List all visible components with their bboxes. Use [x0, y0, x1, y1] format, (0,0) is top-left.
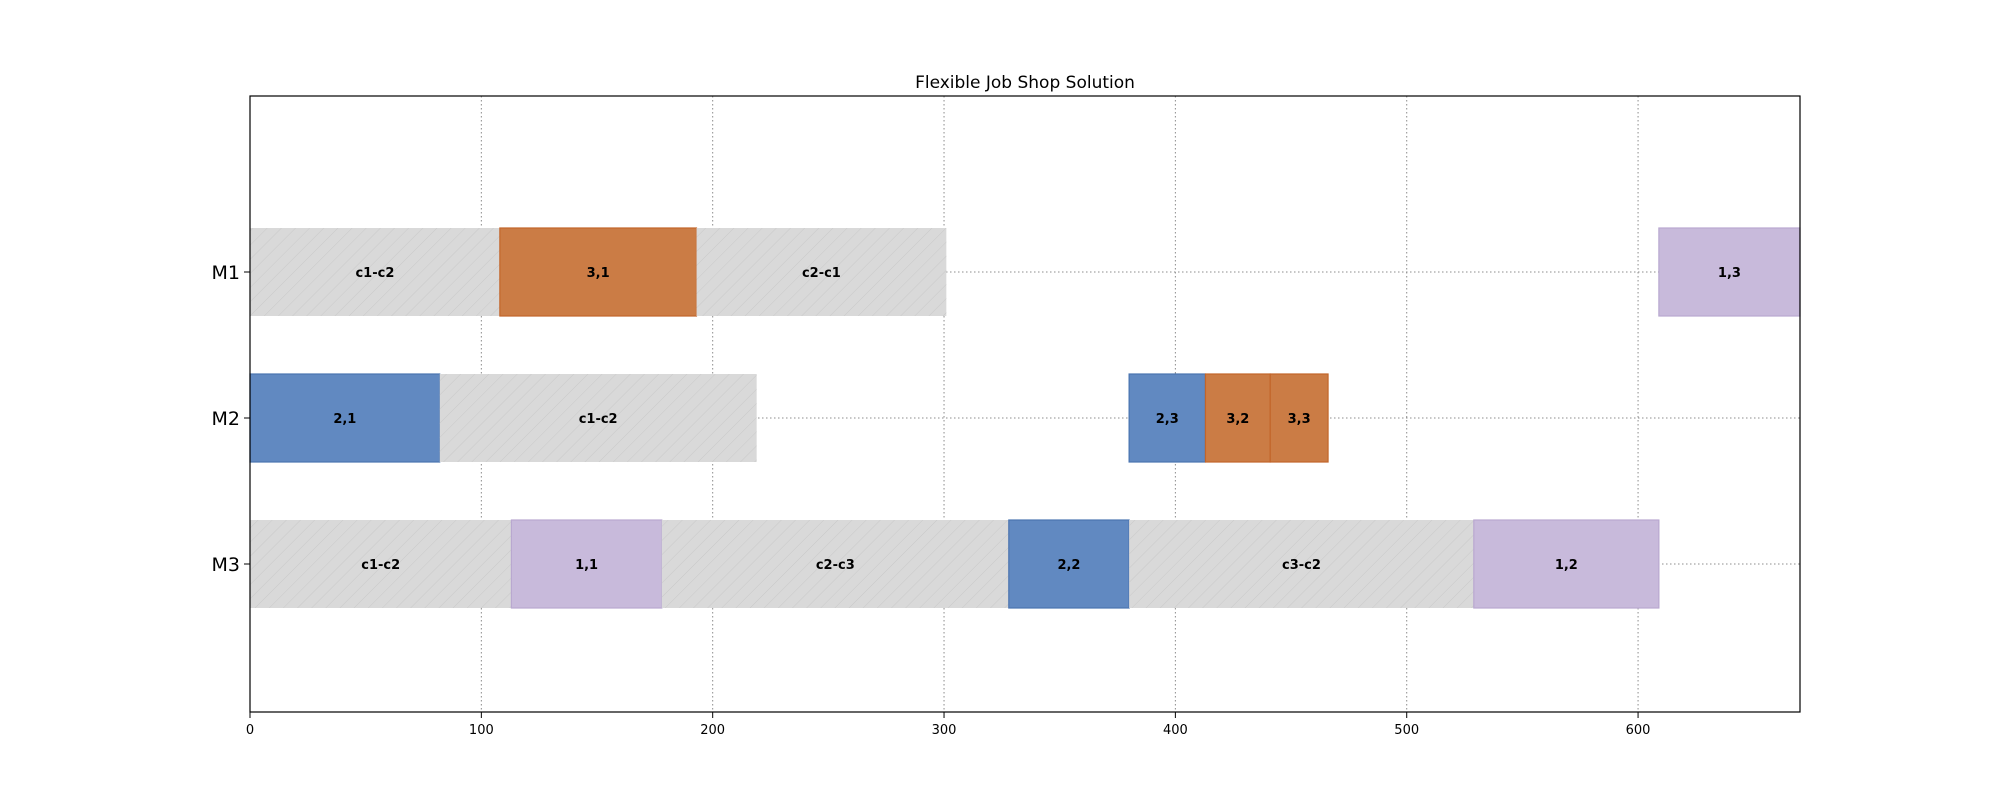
task-bar: [1128, 373, 1207, 463]
task-label: 3,2: [1226, 412, 1249, 427]
y-tick-label: M2: [212, 408, 240, 430]
task-label: 2,1: [333, 412, 356, 427]
task-label: c2-c1: [802, 266, 841, 281]
task-label: c1-c2: [579, 412, 618, 427]
task-label: 1,2: [1555, 558, 1578, 573]
setup-hatch: [250, 228, 500, 316]
setup-hatch: [1129, 520, 1474, 608]
x-tick-label: 300: [932, 723, 957, 738]
task-label: c1-c2: [355, 266, 394, 281]
task-label: 2,2: [1057, 558, 1080, 573]
task-bar: [1008, 519, 1130, 609]
task-bars: [249, 227, 1801, 609]
y-tick-label: M1: [212, 262, 240, 284]
y-tick-label: M3: [212, 554, 240, 576]
task-label: 2,3: [1156, 412, 1179, 427]
task-label: 1,3: [1718, 266, 1741, 281]
task-label: c2-c3: [816, 558, 855, 573]
x-tick-label: 400: [1163, 723, 1188, 738]
x-tick-label: 200: [700, 723, 725, 738]
task-labels: c1-c2 3,1 c2-c1 1,3 2,1 c1-c2 2,3 3,2 3,3 c1-c2 1,…: [333, 266, 1741, 573]
plot-frame: [249, 95, 1801, 713]
task-bar: [249, 373, 441, 463]
x-tick-label: 600: [1626, 723, 1651, 738]
task-bar: [1658, 227, 1801, 317]
setup-hatch: [250, 520, 512, 608]
task-label: 3,3: [1288, 412, 1311, 427]
setup-hatch: [696, 228, 947, 316]
task-bar: [1269, 373, 1329, 463]
x-tick-label: 100: [469, 723, 494, 738]
x-axis: 0 100 200 300 400 500 600: [246, 712, 1651, 738]
task-bar: [1204, 373, 1271, 463]
task-label: 3,1: [587, 266, 610, 281]
x-tick-label: 500: [1394, 723, 1419, 738]
task-bar: [510, 519, 663, 609]
task-label: 1,1: [575, 558, 598, 573]
setup-hatch: [439, 374, 757, 462]
y-axis: M1 M2 M3: [212, 262, 250, 576]
x-tick-label: 0: [246, 723, 254, 738]
task-label: c1-c2: [361, 558, 400, 573]
setup-hatch: [661, 520, 1009, 608]
task-label: c3-c2: [1282, 558, 1321, 573]
chart-title: Flexible Job Shop Solution: [915, 73, 1135, 93]
task-bar: [1473, 519, 1660, 609]
